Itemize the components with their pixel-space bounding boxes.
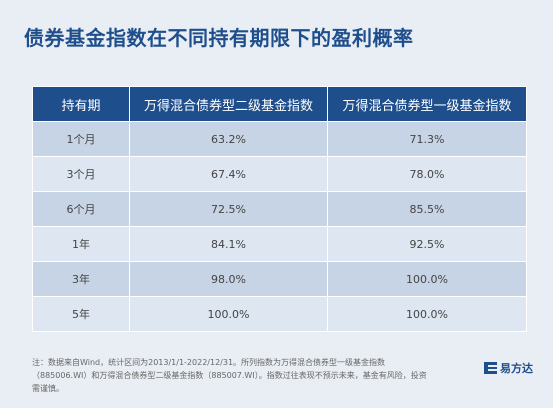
header-secondary-bond-index: 万得混合债券型二级基金指数: [129, 86, 328, 122]
page-title: 债券基金指数在不同持有期限下的盈利概率: [24, 26, 414, 50]
cell-holding-period: 5年: [32, 296, 130, 332]
logo-text: 易方达: [500, 362, 533, 375]
cell-secondary-bond-value: 63.2%: [129, 121, 328, 157]
cell-holding-period: 3个月: [32, 156, 130, 192]
table-header-row: 持有期 万得混合债券型二级基金指数 万得混合债券型一级基金指数: [32, 86, 527, 122]
table-row: 1个月 63.2% 71.3%: [32, 121, 527, 157]
table-row: 5年 100.0% 100.0%: [32, 296, 527, 332]
footnote: 注：数据来自Wind，统计区间为2013/1/1-2022/12/31。所列指数…: [32, 358, 427, 393]
cell-secondary-bond-value: 98.0%: [129, 261, 328, 297]
table-row: 3年 98.0% 100.0%: [32, 261, 527, 297]
cell-holding-period: 3年: [32, 261, 130, 297]
brand-logo: 易方达: [484, 360, 533, 376]
header-holding-period: 持有期: [32, 86, 130, 122]
cell-holding-period: 1个月: [32, 121, 130, 157]
cell-primary-bond-value: 100.0%: [327, 261, 527, 297]
cell-primary-bond-value: 78.0%: [327, 156, 527, 192]
cell-secondary-bond-value: 67.4%: [129, 156, 328, 192]
cell-secondary-bond-value: 84.1%: [129, 226, 328, 262]
table-row: 1年 84.1% 92.5%: [32, 226, 527, 262]
cell-primary-bond-value: 85.5%: [327, 191, 527, 227]
cell-primary-bond-value: 71.3%: [327, 121, 527, 157]
logo-e-icon: [484, 362, 497, 374]
header-primary-bond-index: 万得混合债券型一级基金指数: [327, 86, 527, 122]
cell-primary-bond-value: 92.5%: [327, 226, 527, 262]
table-row: 6个月 72.5% 85.5%: [32, 191, 527, 227]
cell-holding-period: 1年: [32, 226, 130, 262]
probability-table-container: 持有期 万得混合债券型二级基金指数 万得混合债券型一级基金指数 1个月 63.2%…: [32, 86, 527, 332]
table-row: 3个月 67.4% 78.0%: [32, 156, 527, 192]
cell-holding-period: 6个月: [32, 191, 130, 227]
cell-primary-bond-value: 100.0%: [327, 296, 527, 332]
probability-table: 持有期 万得混合债券型二级基金指数 万得混合债券型一级基金指数 1个月 63.2%…: [32, 86, 527, 332]
table-body: 1个月 63.2% 71.3% 3个月 67.4% 78.0% 6个月 72.5% 85.5% 1…: [32, 121, 527, 332]
cell-secondary-bond-value: 100.0%: [129, 296, 328, 332]
cell-secondary-bond-value: 72.5%: [129, 191, 328, 227]
